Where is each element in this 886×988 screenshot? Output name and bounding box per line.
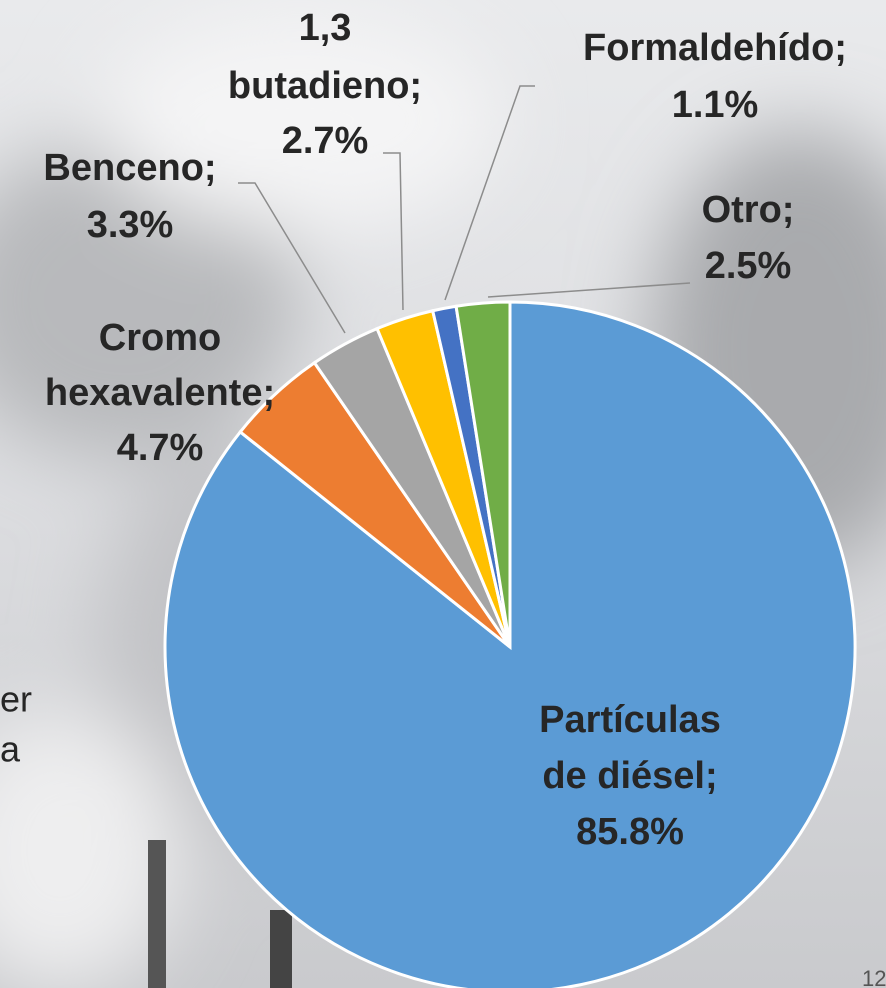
text-fragment: er — [0, 679, 32, 720]
data-label-category: Cromo hexavalente; — [45, 317, 275, 414]
chimney — [148, 840, 166, 988]
data-label-category: 1,3 butadieno; — [228, 7, 422, 107]
data-label-value: 2.5% — [705, 245, 792, 287]
data-label-value: 85.8% — [576, 811, 684, 853]
data-label-category: Benceno; — [43, 147, 216, 189]
labels: Partículas de diésel; 85.8% Cromo hexavalent… — [43, 7, 847, 853]
chimney — [270, 910, 292, 988]
leader-line — [238, 182, 346, 334]
data-label-value: 4.7% — [117, 427, 204, 469]
data-label-category: Formaldehído; — [583, 27, 847, 69]
data-label-value: 2.7% — [282, 120, 369, 162]
leader-line — [383, 152, 404, 311]
leader-lines — [238, 85, 691, 334]
data-label-category: Otro; — [702, 189, 795, 231]
data-label-value: 1.1% — [672, 84, 759, 126]
pie — [163, 300, 857, 988]
data-label-category: Partículas de diésel; — [539, 699, 721, 797]
leader-line — [487, 282, 691, 298]
text-fragment: a — [0, 729, 21, 770]
data-label-value: 3.3% — [87, 204, 174, 246]
pie-slice — [454, 300, 512, 648]
page-number: 12 — [862, 966, 886, 988]
pie-slice — [163, 300, 857, 988]
leader-line — [444, 85, 535, 301]
